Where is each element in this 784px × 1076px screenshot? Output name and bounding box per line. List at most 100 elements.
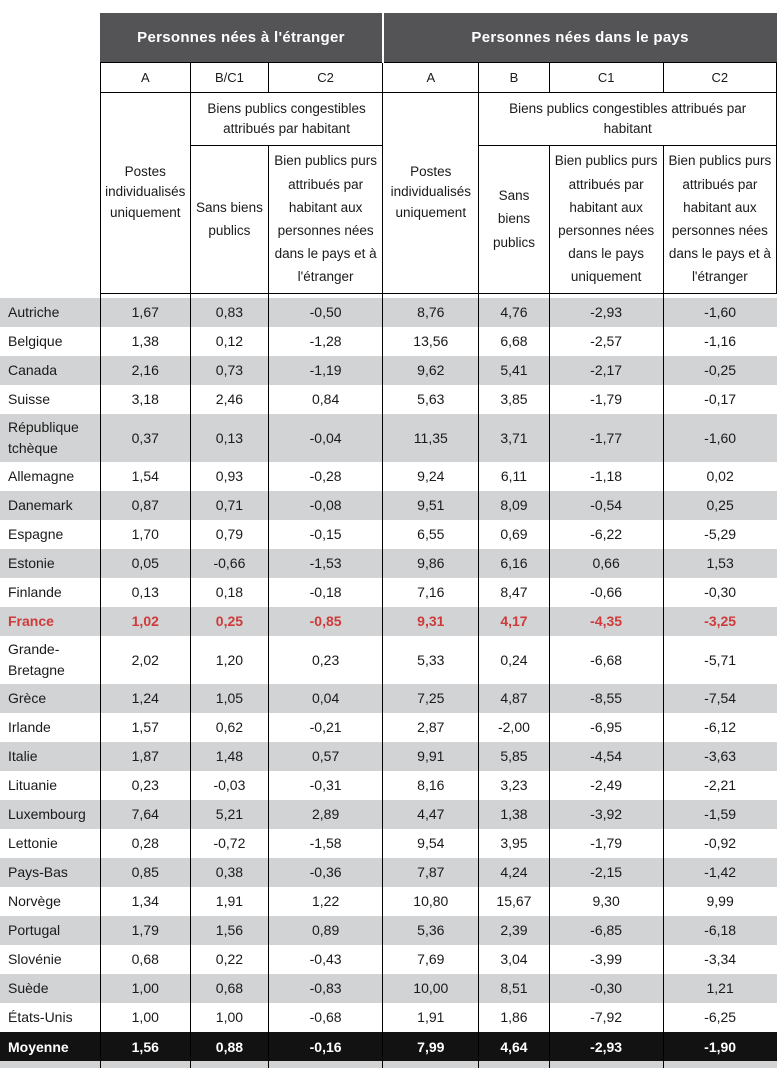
value-cell: 1,79 xyxy=(99,916,191,945)
country-cell: Irlande xyxy=(0,713,101,742)
value-cell: 3,18 xyxy=(99,385,191,414)
value-cell: 5,85 xyxy=(478,742,550,771)
value-cell: 0,66 xyxy=(548,549,664,578)
value-cell: -0,83 xyxy=(267,974,383,1003)
table-row: France 1,02 0,25 -0,85 9,31 4,17 -4,35 -3,25 xyxy=(0,607,777,636)
value-cell: 0,13 xyxy=(189,414,269,462)
value-cell: 1,21 xyxy=(662,974,777,1003)
country-cell: Allemagne xyxy=(0,462,101,491)
value-cell: -6,95 xyxy=(548,713,664,742)
country-cell: États-Unis xyxy=(0,1003,101,1032)
value-cell: -1,60 xyxy=(662,414,777,462)
value-cell: 3,95 xyxy=(478,829,550,858)
value-cell: 1,20 xyxy=(189,636,269,684)
subheader-congestibles-foreign: Biens publics congestibles attribués par… xyxy=(189,92,383,146)
value-cell: -1,79 xyxy=(548,385,664,414)
value-cell: 4,17 xyxy=(478,607,550,636)
value-cell: 0,69 xyxy=(478,520,550,549)
subdescription-row: Sans biens publics Bien publics purs att… xyxy=(0,145,778,294)
table-row: Allemagne 1,54 0,93 -0,28 9,24 6,11 -1,18 0,02 xyxy=(0,462,777,491)
value-cell: 10,00 xyxy=(382,974,479,1003)
value-cell: 1,02 xyxy=(99,607,191,636)
value-cell: -0,15 xyxy=(267,520,383,549)
table-row: République tchèque 0,37 0,13 -0,04 11,35 3,71… xyxy=(0,414,777,462)
value-cell: -3,92 xyxy=(548,800,664,829)
table-row: Suède 1,00 0,68 -0,83 10,00 8,51 -0,30 1,21 xyxy=(0,974,777,1003)
value-cell: -2,17 xyxy=(548,356,664,385)
bottom-strip-row xyxy=(0,1061,777,1068)
value-cell: 1,38 xyxy=(478,800,550,829)
value-cell: -4,35 xyxy=(548,607,664,636)
col-letter-foreign-bc1: B/C1 xyxy=(189,61,269,93)
value-cell: 1,00 xyxy=(189,1003,269,1032)
value-cell: 1,86 xyxy=(478,1003,550,1032)
value-cell: 0,25 xyxy=(189,607,269,636)
country-cell: Finlande xyxy=(0,578,101,607)
value-cell: -2,15 xyxy=(548,858,664,887)
value-cell: -1,77 xyxy=(548,414,664,462)
value-cell: -0,21 xyxy=(267,713,383,742)
value-cell: -1,19 xyxy=(267,356,383,385)
value-cell: 1,00 xyxy=(99,1003,191,1032)
value-cell: -6,85 xyxy=(548,916,664,945)
value-cell: -2,21 xyxy=(662,771,777,800)
header-spacer-row xyxy=(0,293,777,298)
total-value-cell: 7,99 xyxy=(382,1032,479,1061)
value-cell: 7,87 xyxy=(382,858,479,887)
value-cell: 1,87 xyxy=(99,742,191,771)
col-letter-native-c2: C2 xyxy=(662,61,778,93)
value-cell: 7,25 xyxy=(382,684,479,713)
country-cell: France xyxy=(0,607,101,636)
value-cell: -1,79 xyxy=(548,829,664,858)
value-cell: 5,36 xyxy=(382,916,479,945)
value-cell: 9,54 xyxy=(382,829,479,858)
subheader-purs-etranger-native: Bien publics purs attribués par habitant… xyxy=(662,145,778,294)
value-cell: 1,24 xyxy=(99,684,191,713)
value-cell: 9,24 xyxy=(382,462,479,491)
table-row: Grèce 1,24 1,05 0,04 7,25 4,87 -8,55 -7,54 xyxy=(0,684,777,713)
value-cell: -5,29 xyxy=(662,520,777,549)
value-cell: -0,03 xyxy=(189,771,269,800)
value-cell: -0,72 xyxy=(189,829,269,858)
value-cell: -3,34 xyxy=(662,945,777,974)
value-cell: 1,05 xyxy=(189,684,269,713)
value-cell: 0,23 xyxy=(99,771,191,800)
country-cell: Suisse xyxy=(0,385,101,414)
value-cell: -1,42 xyxy=(662,858,777,887)
total-value-cell: 4,64 xyxy=(478,1032,550,1061)
value-cell: -6,18 xyxy=(662,916,777,945)
value-cell: -0,92 xyxy=(662,829,777,858)
value-cell: -1,53 xyxy=(267,549,383,578)
table-row: Lettonie 0,28 -0,72 -1,58 9,54 3,95 -1,79 -0,92 xyxy=(0,829,777,858)
value-cell: 0,24 xyxy=(478,636,550,684)
value-cell: -3,99 xyxy=(548,945,664,974)
country-cell: Lituanie xyxy=(0,771,101,800)
country-cell: Lettonie xyxy=(0,829,101,858)
value-cell: 0,85 xyxy=(99,858,191,887)
country-cell: Danemark xyxy=(0,491,101,520)
table-row: Finlande 0,13 0,18 -0,18 7,16 8,47 -0,66 -0,30 xyxy=(0,578,777,607)
value-cell: -0,18 xyxy=(267,578,383,607)
value-cell: 7,16 xyxy=(382,578,479,607)
country-cell: Portugal xyxy=(0,916,101,945)
col-letter-foreign-c2: C2 xyxy=(267,61,383,93)
country-cell: Slovénie xyxy=(0,945,101,974)
value-cell: -0,66 xyxy=(548,578,664,607)
value-cell: -0,25 xyxy=(662,356,777,385)
value-cell: 13,56 xyxy=(382,327,479,356)
table-body: Autriche 1,67 0,83 -0,50 8,76 4,76 -2,93 -1,60 B… xyxy=(0,298,777,1032)
value-cell: 1,57 xyxy=(99,713,191,742)
country-cell: République tchèque xyxy=(0,414,101,462)
value-cell: 0,93 xyxy=(189,462,269,491)
value-cell: 1,91 xyxy=(382,1003,479,1032)
value-cell: 8,47 xyxy=(478,578,550,607)
table-header: Personnes nées à l'étranger Personnes né… xyxy=(0,13,778,298)
country-cell: Norvège xyxy=(0,887,101,916)
value-cell: -1,28 xyxy=(267,327,383,356)
table-footer: Moyenne 1,56 0,88 -0,16 7,99 4,64 -2,93 -1,90 xyxy=(0,1032,777,1068)
value-cell: -0,30 xyxy=(662,578,777,607)
value-cell: 1,38 xyxy=(99,327,191,356)
value-cell: -0,68 xyxy=(267,1003,383,1032)
value-cell: 4,47 xyxy=(382,800,479,829)
value-cell: -5,71 xyxy=(662,636,777,684)
